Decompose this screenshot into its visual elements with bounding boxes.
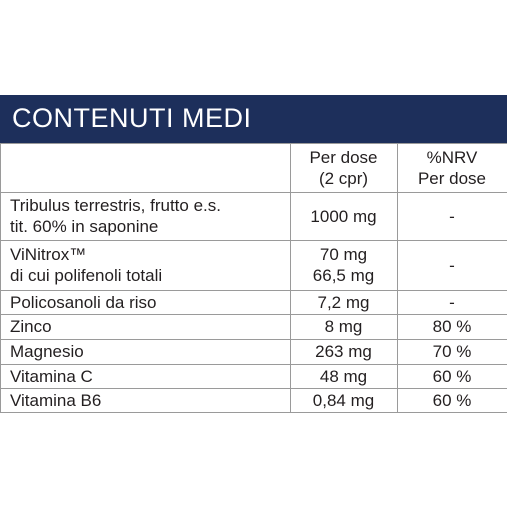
cell-line: Per dose [309, 147, 378, 167]
cell-line: - [449, 206, 455, 226]
cell-line: ViNitrox™ [10, 245, 87, 264]
cell-line: Per dose [417, 168, 487, 188]
column-line [0, 143, 1, 412]
cell-line: 263 mg [315, 342, 372, 361]
cell-line: - [449, 255, 455, 275]
cell-line: 48 mg [319, 366, 368, 386]
table-cell: 70 mg 66,5 mg [290, 240, 397, 290]
cell-line: 80 % [432, 317, 472, 336]
table-cell: Policosanoli da riso [0, 290, 290, 314]
row-line [0, 314, 507, 315]
cell-line: 7,2 mg [317, 292, 370, 312]
cell-line: %NRV [426, 147, 478, 167]
row-line [0, 240, 507, 241]
table-cell: 80 % [397, 314, 507, 339]
column-header: %NRV Per dose [397, 143, 507, 192]
column-line [397, 143, 398, 412]
table-cell: 7,2 mg [290, 290, 397, 314]
cell-line: di cui polifenoli totali [10, 266, 163, 285]
table-cell: ViNitrox™ di cui polifenoli totali [0, 240, 290, 290]
row-line [0, 339, 507, 340]
table-cell: Vitamina C [0, 364, 290, 388]
table-cell: 48 mg [290, 364, 397, 388]
table-cell: - [397, 192, 507, 240]
column-header: Per dose (2 cpr) [290, 143, 397, 192]
table-cell: - [397, 240, 507, 290]
table-cell: 1000 mg [290, 192, 397, 240]
cell-line: (2 cpr) [318, 168, 369, 188]
table-cell: Tribulus terrestris, frutto e.s. tit. 60%… [0, 192, 290, 240]
cell-line: Zinco [10, 317, 52, 336]
cell-line: Magnesio [10, 342, 84, 361]
cell-line: 70 % [432, 342, 472, 361]
row-line [0, 143, 507, 144]
table-cell: Magnesio [0, 339, 290, 364]
cell-line: 60 % [432, 366, 472, 386]
cell-line: tit. 60% in saponine [10, 217, 159, 236]
table-cell: Zinco [0, 314, 290, 339]
cell-line: 1000 mg [310, 206, 377, 226]
cell-line: 0,84 mg [312, 390, 375, 410]
row-line [0, 192, 507, 193]
cell-line: Policosanoli da riso [10, 292, 157, 312]
cell-line: 8 mg [324, 317, 363, 336]
cell-line: 70 mg [319, 245, 368, 264]
table-cell: 70 % [397, 339, 507, 364]
cell-line: Vitamina B6 [10, 390, 102, 410]
cell-line: - [449, 292, 455, 312]
table-cell: - [397, 290, 507, 314]
header-bar: CONTENUTI MEDI [0, 95, 507, 143]
row-line [0, 388, 507, 389]
table-cell: Vitamina B6 [0, 388, 290, 412]
column-line [290, 143, 291, 412]
table-cell: 8 mg [290, 314, 397, 339]
row-line [0, 412, 507, 413]
table-cell: 60 % [397, 388, 507, 412]
table-cell: 60 % [397, 364, 507, 388]
cell-line: Vitamina C [10, 366, 93, 386]
cell-line: 60 % [432, 390, 472, 410]
row-line [0, 290, 507, 291]
table-cell: 263 mg [290, 339, 397, 364]
table-cell: 0,84 mg [290, 388, 397, 412]
cell-line: Tribulus terrestris, frutto e.s. [10, 196, 221, 215]
header-title: CONTENUTI MEDI [12, 103, 252, 133]
row-line [0, 364, 507, 365]
cell-line: 66,5 mg [312, 266, 375, 285]
